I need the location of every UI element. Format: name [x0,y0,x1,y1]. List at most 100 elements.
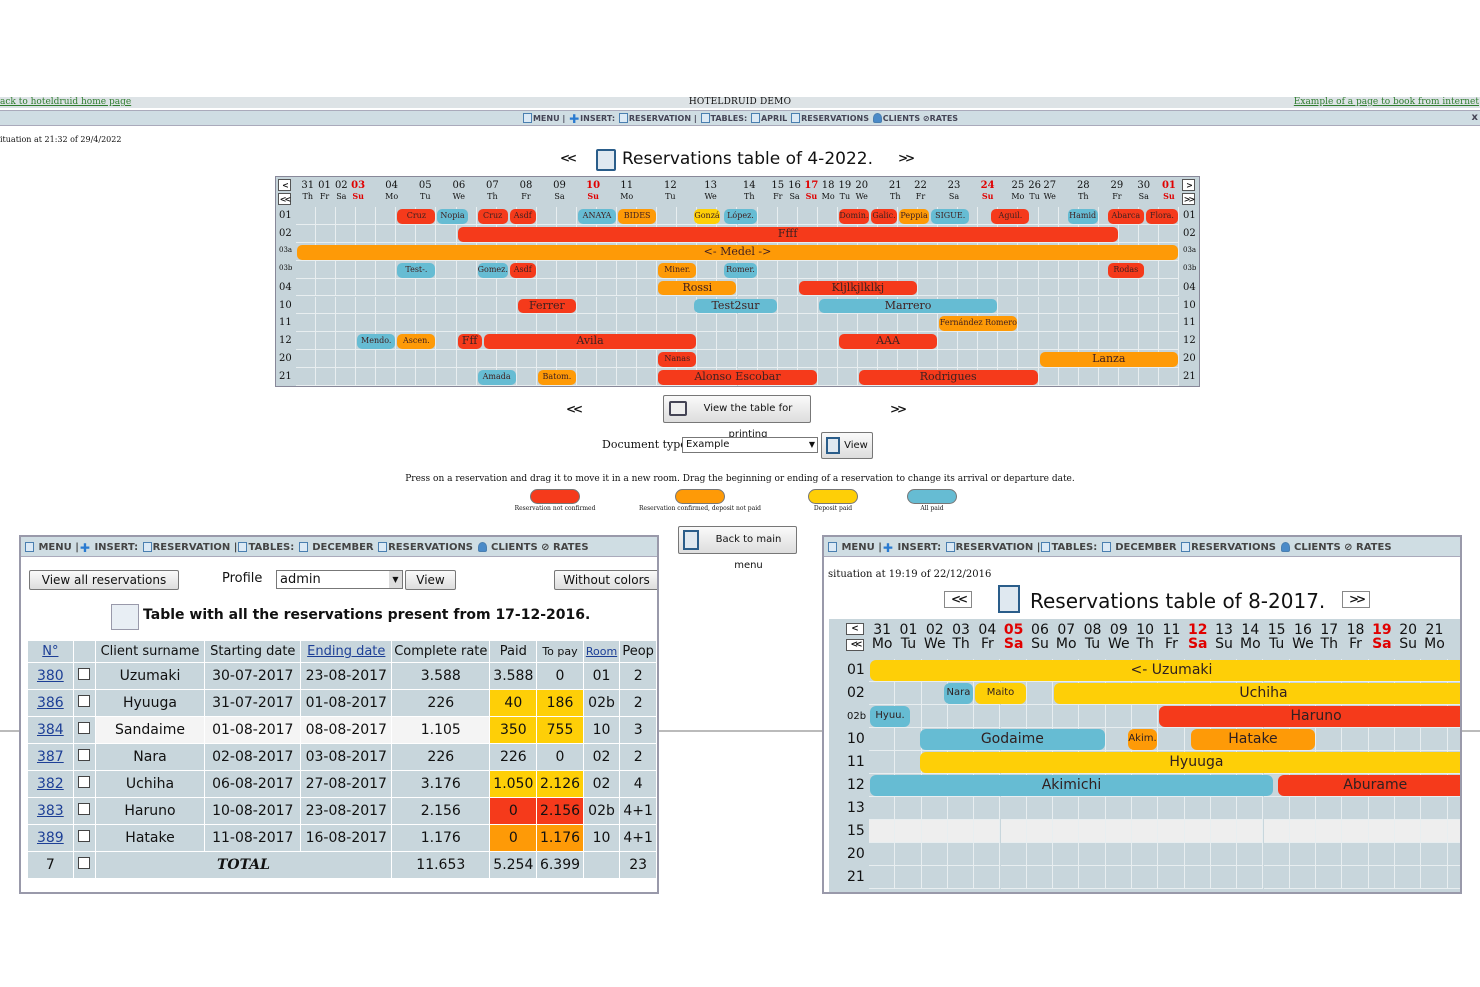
grid-cell[interactable] [396,350,417,369]
month-table-link[interactable]: DECEMBER [1115,542,1177,553]
legend-label[interactable]: Reservation not confirmed [514,505,596,512]
grid-cell[interactable] [1118,224,1139,243]
grid-cell[interactable] [1038,207,1059,225]
grid-cell[interactable] [1018,207,1039,225]
grid-cell[interactable] [436,368,457,386]
reservation-bar[interactable]: Hamid [1067,209,1098,224]
column-header[interactable]: N° [27,640,74,663]
reservation-bar[interactable]: Rodrigues [858,370,1038,385]
reservation-bar[interactable]: <- Medel -> [297,244,1178,260]
day-header[interactable]: 07 Mo [1053,623,1079,651]
grid-cell[interactable] [947,843,975,866]
row-checkbox[interactable] [72,770,96,798]
grid-cell[interactable] [516,368,537,386]
grid-cell[interactable] [396,278,417,297]
grid-cell[interactable] [1138,260,1159,279]
day-header[interactable]: 15 Tu [1264,623,1290,651]
grid-cell[interactable] [947,797,975,820]
grid-cell[interactable] [556,350,577,369]
grid-cell[interactable] [1421,843,1448,866]
grid-cell[interactable] [757,332,778,351]
grid-cell[interactable] [1000,843,1027,866]
reservation-bar[interactable]: Ferrer [517,298,576,314]
print-table-button[interactable]: View the table for printing [663,395,811,440]
next-month-button-bottom[interactable]: >> [890,402,907,416]
clients-link[interactable]: CLIENTS [882,114,921,123]
grid-cell[interactable] [895,797,922,820]
grid-cell[interactable] [974,820,1001,843]
reservation-bar[interactable]: Asdf [509,262,536,278]
grid-cell[interactable] [1058,260,1079,279]
grid-cell[interactable] [1058,278,1079,297]
grid-cell[interactable] [637,207,658,225]
grid-cell[interactable] [777,260,798,279]
grid-cell[interactable] [1000,797,1027,820]
cell-n[interactable]: 380 [27,662,74,690]
reservation-bar[interactable]: Flora. [1145,209,1178,224]
grid-cell[interactable] [1000,866,1027,889]
grid-cell[interactable] [1053,866,1080,889]
grid-cell[interactable] [1210,797,1238,820]
reservation-bar[interactable]: Avila [483,334,697,350]
grid-cell[interactable] [1263,820,1290,843]
cell-n[interactable]: 386 [27,689,74,717]
grid-cell[interactable] [416,314,437,333]
checkbox[interactable] [78,776,91,788]
reservation-bar[interactable]: Asdf [509,209,536,224]
legend-swatch[interactable] [530,489,580,504]
grid-cell[interactable] [416,368,437,386]
grid-cell[interactable] [974,866,1001,889]
checkbox[interactable] [78,830,91,842]
reservation-bar[interactable]: Domin. [838,209,869,224]
grid-cell[interactable] [336,260,357,279]
grid-cell[interactable] [597,260,618,279]
day-header[interactable]: 01 Fr [313,180,337,202]
grid-cell[interactable] [757,314,778,333]
day-header[interactable]: 14 Mo [1237,623,1263,651]
menu-link[interactable]: MENU [841,542,875,553]
reservation-bar[interactable]: Fernández Romero [939,316,1018,332]
grid-cell[interactable] [777,296,798,315]
grid-cell[interactable] [336,296,357,315]
checkbox[interactable] [78,668,91,680]
grid-cell[interactable] [1395,866,1422,889]
room-label[interactable]: 21 [847,869,865,885]
room-label[interactable]: 04 [1183,281,1196,293]
reservation-bar[interactable]: Abarca [1107,209,1144,224]
day-header[interactable]: 21 Mo [1421,623,1447,651]
grid-cell[interactable] [637,296,658,315]
scroll-left-button[interactable]: < [846,623,864,635]
grid-cell[interactable] [617,368,638,386]
day-header[interactable]: 19 Sa [1369,623,1395,651]
grid-cell[interactable] [974,797,1001,820]
day-header[interactable]: 03 Su [346,180,370,202]
grid-cell[interactable] [336,350,357,369]
grid-cell[interactable] [376,368,397,386]
grid-cell[interactable] [1000,820,1027,843]
room-label[interactable]: 02 [1183,227,1196,239]
grid-cell[interactable] [576,350,598,369]
grid-cell[interactable] [376,314,397,333]
reservations-link[interactable]: RESERVATIONS [1191,542,1277,553]
grid-cell[interactable] [777,332,798,351]
grid-cell[interactable] [597,314,618,333]
day-header[interactable]: 11 Mo [615,180,639,202]
row-checkbox[interactable] [72,743,96,771]
grid-cell[interactable] [817,350,838,369]
grid-cell[interactable] [1078,368,1099,386]
grid-cell[interactable] [1237,866,1264,889]
grid-cell[interactable] [456,350,477,369]
grid-cell[interactable] [1026,705,1054,728]
day-header[interactable]: 10 Th [1132,623,1158,651]
grid-cell[interactable] [898,314,919,333]
grid-cell[interactable] [1132,705,1159,728]
room-label[interactable]: 11 [279,317,292,329]
grid-cell[interactable] [296,278,317,297]
grid-cell[interactable] [918,314,939,333]
grid-cell[interactable] [895,843,922,866]
grid-cell[interactable] [1447,774,1460,797]
legend-swatch[interactable] [907,489,957,504]
day-header[interactable]: 18 Mo [816,180,840,202]
reservation-bar[interactable]: Haruno [1159,706,1460,727]
room-label[interactable]: 02b [847,711,867,722]
